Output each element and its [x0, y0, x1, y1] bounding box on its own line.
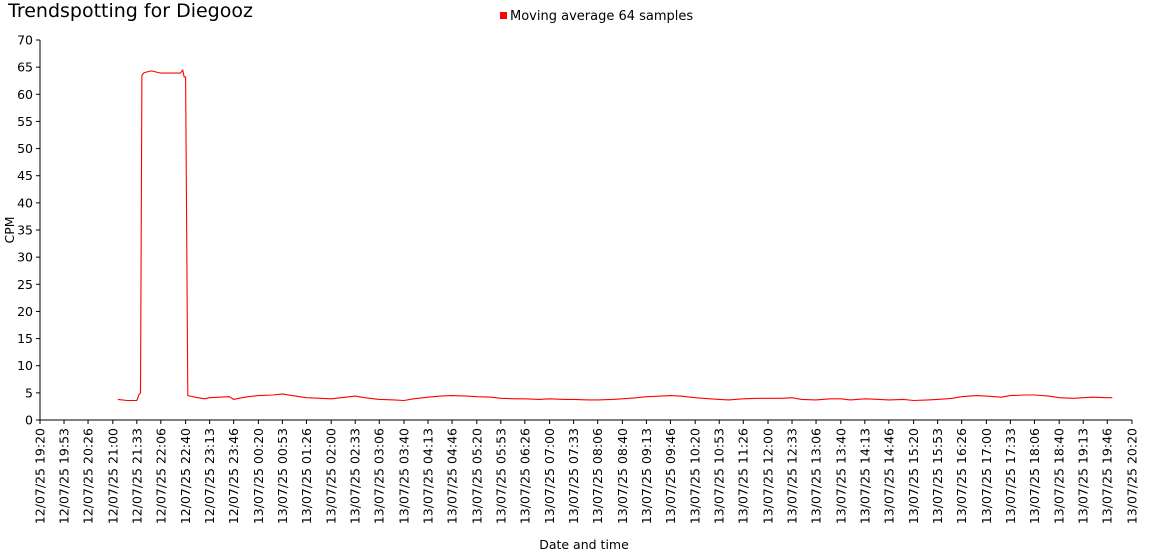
- x-tick-label: 13/07/25 09:13: [639, 428, 654, 524]
- x-tick-label: 12/07/25 21:33: [129, 428, 144, 524]
- legend-swatch: [500, 12, 507, 19]
- x-tick-label: 12/07/25 19:53: [57, 428, 72, 524]
- x-tick-label: 13/07/25 02:33: [348, 428, 363, 524]
- x-tick-label: 13/07/25 03:40: [397, 428, 412, 524]
- x-tick-label: 13/07/25 18:06: [1027, 428, 1042, 524]
- x-tick-label: 13/07/25 07:00: [542, 428, 557, 524]
- x-tick-label: 13/07/25 14:46: [881, 428, 896, 524]
- x-tick-label: 13/07/25 17:33: [1003, 428, 1018, 524]
- x-tick-label: 13/07/25 15:53: [930, 428, 945, 524]
- x-tick-label: 13/07/25 04:13: [421, 428, 436, 524]
- y-tick-label: 10: [17, 358, 33, 373]
- x-tick-label: 13/07/25 10:53: [712, 428, 727, 524]
- y-tick-label: 25: [17, 277, 33, 292]
- series-line-moving-average: [117, 69, 1113, 402]
- y-tick-label: 60: [17, 87, 33, 102]
- y-tick-label: 70: [17, 33, 33, 48]
- x-tick-label: 12/07/25 21:00: [105, 428, 120, 524]
- x-tick-label: 12/07/25 22:40: [178, 428, 193, 524]
- y-tick-label: 15: [17, 331, 33, 346]
- series-layer: [117, 69, 1113, 402]
- x-tick-label: 13/07/25 05:20: [469, 428, 484, 524]
- x-tick-label: 13/07/25 20:20: [1125, 428, 1140, 524]
- y-axis-ticks: 0 5 10 15 20 25 30 35 40 45 50 55 60 65 70: [17, 33, 40, 428]
- x-tick-label: 13/07/25 00:53: [275, 428, 290, 524]
- x-tick-label: 13/07/25 11:26: [736, 428, 751, 524]
- y-tick-label: 55: [17, 114, 33, 129]
- x-tick-label: 13/07/25 10:20: [688, 428, 703, 524]
- x-tick-label: 13/07/25 18:40: [1052, 428, 1067, 524]
- x-tick-label: 13/07/25 14:13: [857, 428, 872, 524]
- y-tick-label: 5: [25, 385, 33, 400]
- x-tick-label: 13/07/25 01:26: [299, 428, 314, 524]
- axes: [39, 40, 1132, 421]
- x-tick-label: 12/07/25 20:26: [81, 428, 96, 524]
- x-tick-label: 12/07/25 22:06: [153, 428, 168, 524]
- x-tick-label: 13/07/25 19:13: [1076, 428, 1091, 524]
- x-axis-label: Date and time: [539, 537, 629, 552]
- x-tick-label: 12/07/25 23:46: [226, 428, 241, 524]
- x-tick-label: 12/07/25 23:13: [202, 428, 217, 524]
- x-tick-label: 13/07/25 08:06: [590, 428, 605, 524]
- x-tick-label: 13/07/25 16:26: [954, 428, 969, 524]
- x-axis-ticks: 12/07/25 19:20 12/07/25 19:53 12/07/25 20:…: [33, 420, 1140, 524]
- x-tick-label: 13/07/25 00:20: [251, 428, 266, 524]
- x-tick-label: 13/07/25 19:46: [1100, 428, 1115, 524]
- x-tick-label: 13/07/25 08:40: [615, 428, 630, 524]
- x-tick-label: 13/07/25 12:00: [761, 428, 776, 524]
- x-tick-label: 13/07/25 04:46: [445, 428, 460, 524]
- x-tick-label: 13/07/25 12:33: [785, 428, 800, 524]
- x-tick-label: 13/07/25 05:53: [493, 428, 508, 524]
- x-tick-label: 13/07/25 15:20: [906, 428, 921, 524]
- y-tick-label: 50: [17, 141, 33, 156]
- x-tick-label: 13/07/25 06:26: [517, 428, 532, 524]
- x-tick-label: 12/07/25 19:20: [33, 428, 48, 524]
- y-tick-label: 0: [25, 413, 33, 428]
- y-tick-label: 45: [17, 168, 33, 183]
- x-tick-label: 13/07/25 09:46: [663, 428, 678, 524]
- x-tick-label: 13/07/25 03:06: [372, 428, 387, 524]
- x-tick-label: 13/07/25 02:00: [324, 428, 339, 524]
- x-tick-label: 13/07/25 07:33: [566, 428, 581, 524]
- y-tick-label: 30: [17, 250, 33, 265]
- x-tick-label: 13/07/25 13:06: [809, 428, 824, 524]
- y-axis-label: CPM: [2, 216, 17, 243]
- y-tick-label: 65: [17, 60, 33, 75]
- legend-label: Moving average 64 samples: [510, 9, 694, 24]
- legend: Moving average 64 samples: [500, 9, 693, 24]
- x-tick-label: 13/07/25 17:00: [979, 428, 994, 524]
- y-tick-label: 20: [17, 304, 33, 319]
- y-tick-label: 35: [17, 223, 33, 238]
- y-tick-label: 40: [17, 195, 33, 210]
- chart-title: Trendspotting for Diegooz: [8, 0, 253, 22]
- x-tick-label: 13/07/25 13:40: [833, 428, 848, 524]
